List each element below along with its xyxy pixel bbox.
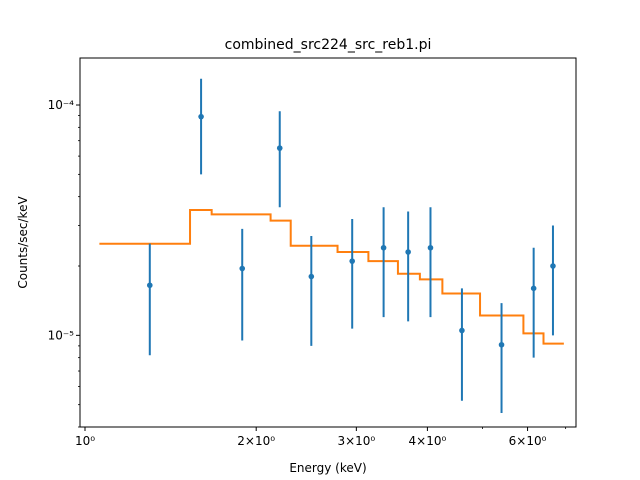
data-point	[405, 249, 411, 255]
data-point	[550, 263, 556, 269]
data-point	[146, 282, 153, 289]
x-tick-label: 4×10⁰	[409, 434, 447, 448]
data-point	[498, 341, 505, 348]
y-axis-label: Counts/sec/keV	[16, 196, 30, 289]
data-point	[427, 244, 434, 251]
x-tick-label: 6×10⁰	[509, 434, 547, 448]
data-point	[459, 327, 465, 334]
plot-area	[99, 78, 564, 414]
data-point	[308, 273, 315, 280]
x-tick-label: 10⁰	[75, 434, 95, 448]
x-tick-label: 2×10⁰	[237, 434, 275, 448]
data-point	[380, 244, 387, 251]
data-point	[198, 113, 204, 120]
y-tick-label: 10⁻⁵	[48, 328, 75, 342]
x-axis-label: Energy (keV)	[289, 461, 366, 475]
x-tick-label: 3×10⁰	[337, 434, 375, 448]
data-point	[530, 285, 537, 292]
chart-title: combined_src224_src_reb1.pi	[225, 37, 432, 53]
y-tick-label: 10⁻⁴	[48, 98, 75, 112]
data-point	[349, 258, 355, 264]
data-point	[276, 145, 283, 151]
axis-ticks: 10⁰ 2×10⁰ 3×10⁰ 4×10⁰ 6×10⁰ 10⁻⁵ 10⁻⁴	[48, 98, 567, 448]
axes-frame	[79, 57, 577, 428]
data-point	[239, 265, 246, 272]
